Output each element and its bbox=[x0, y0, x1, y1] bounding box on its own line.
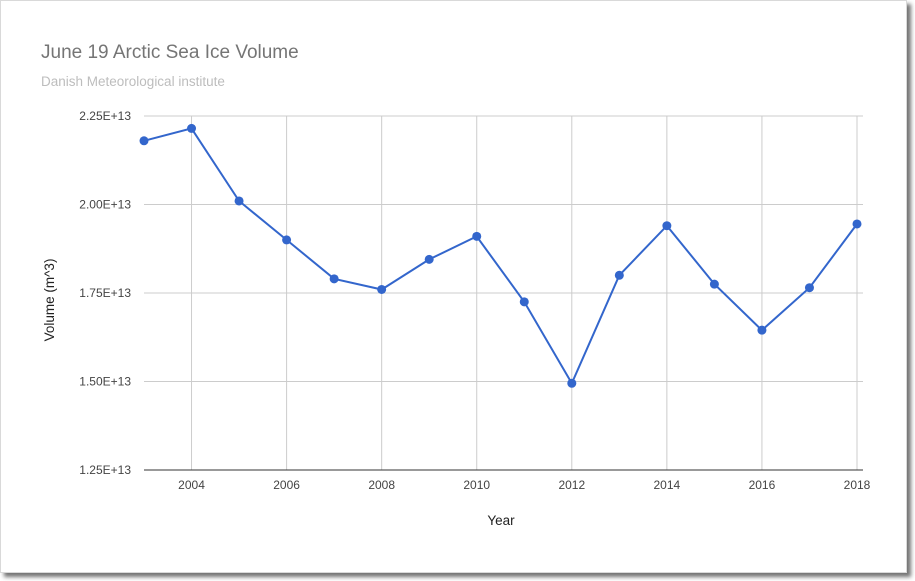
y-axis-ticks: 1.25E+13 1.50E+13 1.75E+13 2.00E+13 2.25E+13 bbox=[79, 109, 131, 477]
data-point bbox=[614, 270, 624, 280]
chart-card: June 19 Arctic Sea Ice Volume Danish Met… bbox=[0, 0, 907, 573]
x-tick-label: 2012 bbox=[558, 478, 585, 492]
data-point bbox=[519, 297, 529, 307]
y-tick-label: 2.25E+13 bbox=[79, 109, 131, 123]
data-point bbox=[234, 196, 244, 206]
chart-subtitle: Danish Meteorological institute bbox=[41, 74, 225, 89]
x-tick-label: 2014 bbox=[654, 478, 681, 492]
data-point bbox=[804, 283, 814, 293]
y-tick-label: 1.50E+13 bbox=[79, 375, 131, 389]
data-point bbox=[852, 219, 862, 229]
data-point bbox=[424, 254, 434, 264]
data-point bbox=[662, 221, 672, 231]
data-point bbox=[472, 231, 482, 241]
x-axis-ticks: 2004 2006 2008 2010 2012 2014 2016 2018 bbox=[178, 478, 870, 492]
chart-title: June 19 Arctic Sea Ice Volume bbox=[41, 42, 299, 63]
x-tick-label: 2006 bbox=[273, 478, 300, 492]
data-point bbox=[187, 123, 197, 133]
data-points bbox=[139, 123, 862, 388]
data-point bbox=[377, 284, 387, 294]
x-tick-label: 2010 bbox=[463, 478, 490, 492]
data-point bbox=[329, 274, 339, 284]
y-tick-label: 1.75E+13 bbox=[79, 286, 131, 300]
series-line bbox=[143, 127, 858, 386]
data-point bbox=[709, 279, 719, 289]
data-point bbox=[757, 325, 767, 335]
y-tick-label: 1.25E+13 bbox=[79, 463, 131, 477]
x-tick-label: 2004 bbox=[178, 478, 205, 492]
data-point bbox=[567, 378, 577, 388]
data-point bbox=[139, 136, 149, 146]
x-tick-label: 2008 bbox=[368, 478, 395, 492]
y-axis-title: Volume (m^3) bbox=[42, 259, 57, 342]
x-tick-label: 2016 bbox=[749, 478, 776, 492]
x-tick-label: 2018 bbox=[844, 478, 871, 492]
y-tick-label: 2.00E+13 bbox=[79, 198, 131, 212]
x-axis-title: Year bbox=[487, 513, 515, 528]
gridlines bbox=[144, 115, 863, 471]
data-point bbox=[282, 235, 292, 245]
